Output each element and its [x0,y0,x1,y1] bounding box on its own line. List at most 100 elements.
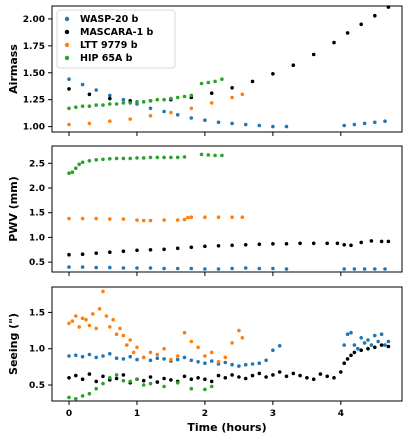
data-point [108,93,112,98]
data-point [148,358,153,363]
data-point [155,352,160,357]
data-point [243,266,248,270]
data-point [80,377,85,382]
data-point [182,374,187,379]
x-axis-label: Time (hours) [187,421,266,434]
data-point [162,384,166,389]
data-point [67,376,71,380]
data-point [366,338,370,342]
data-point [250,373,255,378]
data-point [70,319,75,323]
data-point [345,332,350,337]
data-point [257,242,262,247]
data-point [80,316,85,321]
data-point [101,381,105,386]
data-point [271,373,275,377]
data-point [148,218,153,223]
data-point [114,373,119,377]
data-point [332,40,336,45]
data-point [108,119,112,123]
data-point [108,325,112,329]
y-tick-label: 1.25 [23,96,45,106]
x-tick-label: 1 [134,409,140,419]
data-point [94,265,98,270]
data-point [189,358,194,363]
data-point [141,355,146,360]
data-point [271,348,275,353]
data-point [155,155,160,160]
data-point [74,397,78,401]
data-point [189,245,194,250]
data-point [148,106,153,111]
data-point [175,354,180,358]
data-point [67,77,71,81]
data-point [67,265,71,269]
legend-marker [64,16,70,22]
data-point [271,124,275,129]
plot-frame [51,5,403,133]
data-point [223,355,228,360]
data-point [87,323,92,328]
data-point [189,386,194,391]
y-tick-label: 2.0 [29,184,45,194]
data-point [291,371,296,376]
data-point [67,216,71,221]
data-point [162,109,166,114]
y-tick-label: 1.0 [29,345,45,355]
data-point [203,215,207,219]
data-point [80,394,85,398]
data-point [162,266,166,271]
data-point [148,155,153,160]
data-point [175,218,180,222]
x-tick-label: 4 [338,409,344,419]
plot-frame [51,286,403,402]
x-tick-label: 3 [270,409,276,419]
data-point [203,387,207,392]
data-point [250,79,255,84]
data-point [108,376,112,380]
data-point [108,96,112,101]
y-axis-label: Seeing (") [7,313,20,375]
data-point [220,77,224,81]
data-point [121,156,126,161]
data-point [80,265,85,269]
data-point [182,155,187,159]
data-point [237,375,241,379]
legend-label: MASCARA-1 b [80,27,154,38]
data-point [298,241,302,246]
data-point [175,266,180,271]
data-point [342,267,347,271]
series-ltt-9779-b [67,215,245,223]
data-point [379,343,384,347]
data-point [203,377,207,382]
data-point [162,247,166,252]
data-point [209,91,214,95]
plot-frame [51,145,403,273]
data-point [373,120,377,125]
data-point [243,376,248,381]
panel-pwv: 0.5 1.0 1.5 2.0 2.5 PWV (mm) [7,145,403,276]
y-tick-label: 1.50 [23,69,45,79]
data-point [199,152,204,157]
data-point [373,267,377,271]
series-hip-65a-b [67,152,224,175]
data-point [141,383,146,387]
data-point [131,350,136,355]
data-point [148,266,153,270]
data-point [359,22,364,27]
data-point [216,267,221,271]
data-point [80,104,85,108]
data-point [182,330,187,335]
legend-marker [64,55,70,61]
data-point [91,312,95,316]
data-point [271,242,275,246]
data-point [339,370,343,374]
data-point [359,336,364,340]
data-point [175,381,180,385]
data-point [77,162,81,167]
data-point [369,239,374,243]
data-point [257,266,262,271]
data-point [121,97,126,102]
data-point [94,386,98,391]
data-point [376,339,381,344]
